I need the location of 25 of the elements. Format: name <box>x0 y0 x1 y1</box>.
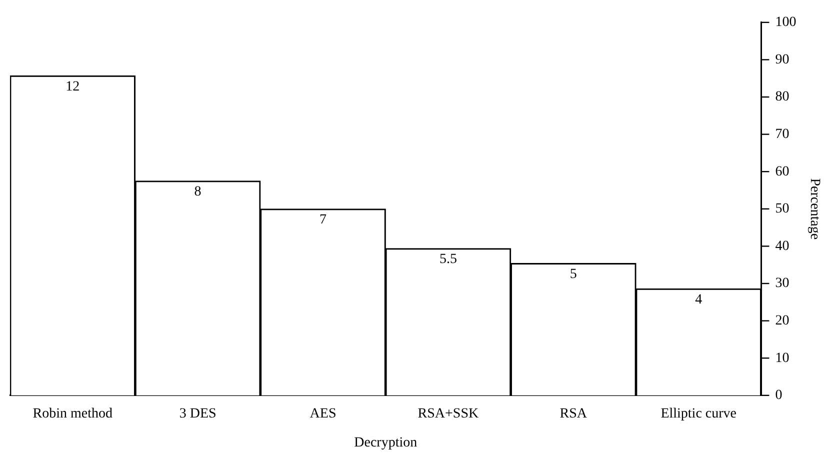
annotation: 5 <box>570 267 577 282</box>
annotation: 7 <box>320 212 326 228</box>
y-tick-label: 0 <box>775 388 782 404</box>
annotation: 4 <box>695 292 702 308</box>
annotation: 12 <box>66 79 80 94</box>
y-tick-label: 30 <box>775 276 790 292</box>
x-tick-label: RSA+SSK <box>418 406 479 422</box>
x-axis-title: Decryption <box>354 435 418 450</box>
y-tick-label: 80 <box>775 90 790 105</box>
x-tick-label: Robin method <box>32 406 112 422</box>
y-tick-label: 100 <box>775 15 796 30</box>
y-axis-title: Percentage <box>806 178 822 240</box>
y-tick-label: 10 <box>775 350 790 366</box>
y-tick-label: 50 <box>775 202 790 217</box>
y-tick-label: 40 <box>775 238 790 254</box>
y-tick-label: 20 <box>775 313 790 328</box>
annotation: 8 <box>194 184 202 200</box>
y-tick-label: 70 <box>775 126 790 142</box>
y-tick-label: 60 <box>775 164 790 180</box>
x-tick-label: RSA <box>560 406 588 422</box>
x-tick-label: AES <box>310 406 336 422</box>
x-tick-label: Elliptic curve <box>660 406 737 422</box>
y-tick-label: 90 <box>775 52 790 68</box>
x-tick-label: 3 DES <box>179 406 216 422</box>
annotation: 5.5 <box>439 252 457 268</box>
